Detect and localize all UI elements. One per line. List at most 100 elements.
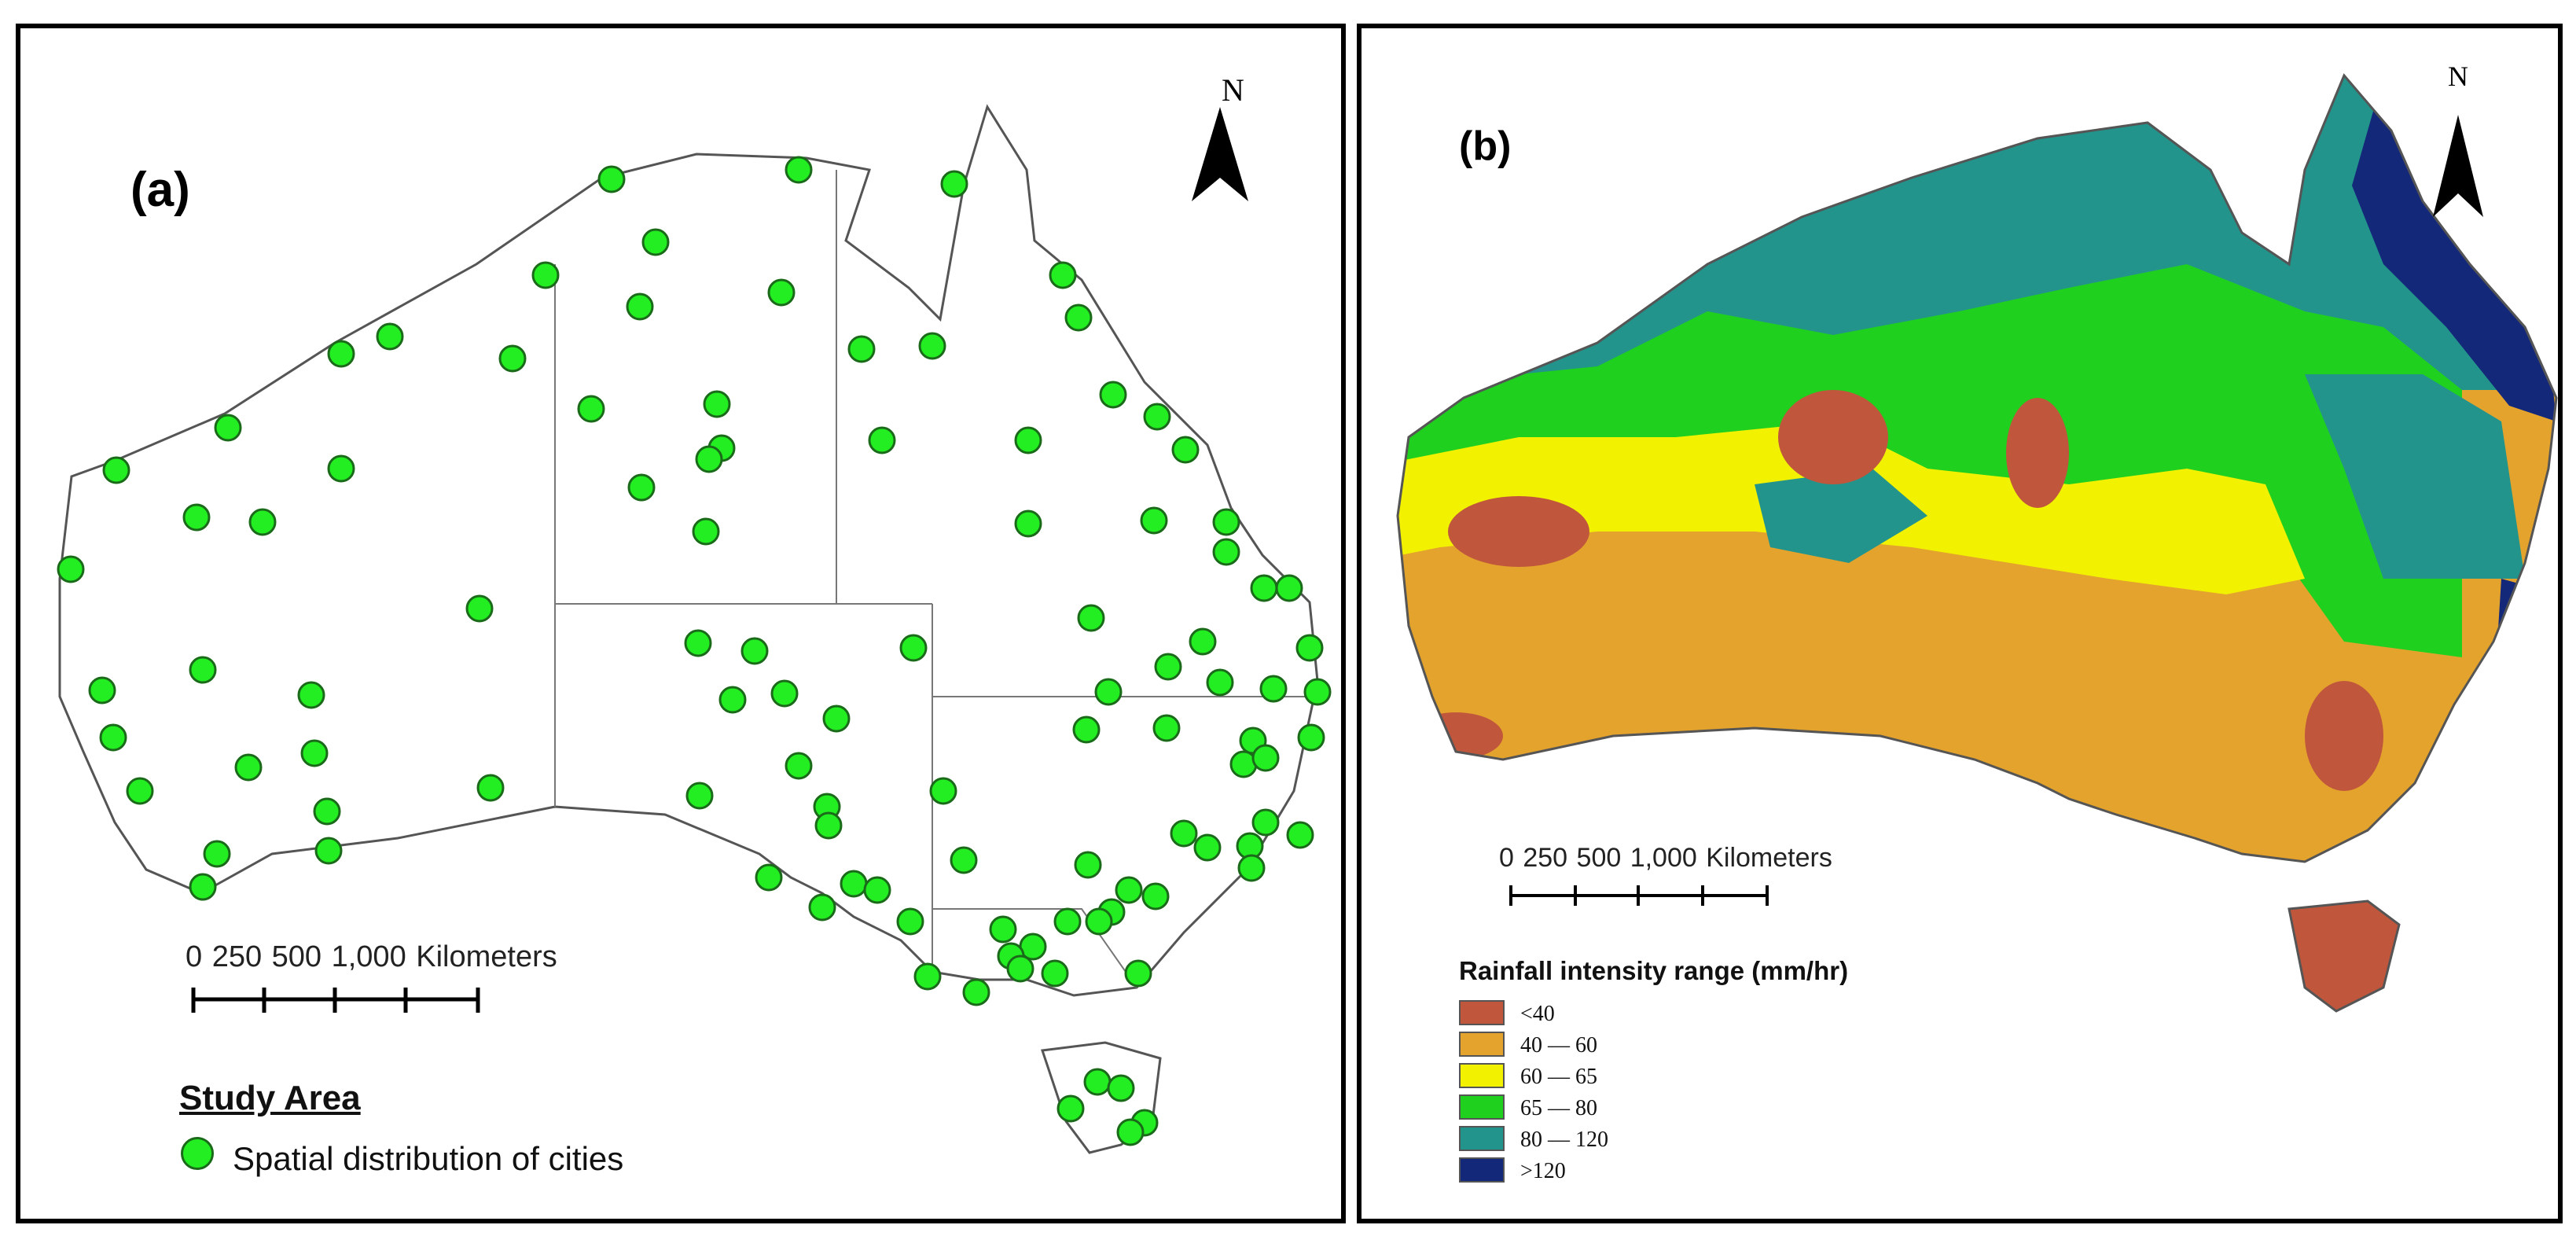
city-dot: [1006, 955, 1034, 983]
legend-swatch: [1459, 1094, 1505, 1120]
city-dot: [1049, 261, 1077, 289]
city-dot: [1072, 715, 1101, 744]
city-dot: [313, 797, 341, 826]
city-dot: [1074, 851, 1102, 879]
city-dot: [248, 508, 277, 536]
zone-80-120-central: [1755, 469, 1927, 563]
legend-label: 65 — 80: [1520, 1096, 1597, 1120]
zone-under-40-central: [1778, 390, 1888, 484]
city-dot: [950, 846, 978, 874]
city-dot: [1295, 634, 1324, 662]
city-dot: [1056, 1094, 1085, 1123]
city-dot: [989, 915, 1017, 944]
city-dot: [685, 782, 714, 810]
scale-bar-b-label: 0 250 500 1,000 Kilometers: [1499, 843, 1832, 873]
city-dot: [847, 335, 876, 363]
city-dot: [1275, 574, 1303, 602]
city-dot: [102, 456, 130, 484]
city-dot: [182, 503, 211, 532]
city-dot: [1152, 714, 1181, 742]
city-dot: [1259, 675, 1288, 703]
city-dot: [929, 777, 957, 805]
city-dot: [1094, 678, 1123, 706]
city-dot: [1014, 426, 1042, 454]
legend-label: 80 — 120: [1520, 1127, 1608, 1152]
legend-swatch: [1459, 1000, 1505, 1025]
city-dot: [627, 473, 656, 502]
city-dot: [597, 165, 626, 193]
city-dot: [189, 873, 217, 901]
city-dot: [718, 686, 747, 714]
city-dot: [1064, 303, 1093, 332]
city-dot: [868, 426, 896, 454]
city-dot: [234, 753, 263, 782]
city-dot: [1250, 574, 1278, 602]
city-dot: [57, 555, 85, 583]
city-dot: [1143, 403, 1171, 431]
city-dot: [1193, 833, 1222, 862]
zone-80-120-east: [2305, 374, 2525, 579]
city-dot: [962, 978, 990, 1006]
zone-under-40-north: [2006, 398, 2069, 508]
city-dot: [808, 893, 836, 921]
city-dot: [684, 629, 712, 657]
city-dot: [1251, 744, 1280, 772]
city-dot: [1171, 436, 1200, 464]
city-dot: [1212, 508, 1240, 536]
north-arrow-a: [1192, 107, 1248, 201]
legend-swatch: [1459, 1126, 1505, 1151]
city-dot: [755, 863, 783, 892]
city-dot: [88, 676, 116, 704]
city-dot: [327, 340, 355, 368]
legend-b-title: Rainfall intensity range (mm/hr): [1459, 956, 1849, 985]
city-dot: [740, 637, 769, 665]
legend-label: <40: [1520, 1002, 1555, 1026]
scale-bar-a-label: 0 250 500 1,000 Kilometers: [186, 940, 557, 973]
city-dot: [626, 292, 654, 321]
city-dot: [1099, 381, 1127, 409]
city-dot: [692, 517, 720, 546]
city-dot: [1085, 907, 1113, 936]
city-dot: [300, 739, 329, 767]
city-dot: [695, 445, 723, 473]
city-dot: [1083, 1068, 1112, 1096]
city-dot: [376, 322, 404, 351]
city-dot: [126, 777, 154, 805]
north-arrow-b: [2433, 115, 2483, 217]
australia-outline-b: [1396, 73, 2558, 863]
legend-swatch: [1459, 1063, 1505, 1088]
north-letter-a: N: [1222, 72, 1244, 108]
city-dot: [465, 594, 494, 623]
city-dot: [1014, 509, 1042, 538]
legend-a-title: Study Area: [179, 1079, 361, 1117]
city-dot: [327, 454, 355, 483]
panel-b-rainfall-map: (b) N 0 250 500 1,000 Kilometers Rainfal…: [1357, 24, 2563, 1223]
city-dot: [896, 907, 924, 936]
city-dot: [770, 679, 799, 708]
city-dot: [577, 395, 605, 423]
city-dot: [203, 840, 231, 868]
city-dot: [863, 876, 891, 904]
city-dot: [814, 811, 843, 840]
legend-label: 60 — 65: [1520, 1065, 1597, 1089]
north-letter-b: N: [2448, 61, 2468, 92]
city-dot: [918, 332, 946, 360]
city-dot: [1170, 819, 1198, 848]
legend-label: >120: [1520, 1159, 1566, 1183]
city-dot: [785, 156, 813, 184]
legend-label: 40 — 60: [1520, 1033, 1597, 1058]
city-dot: [822, 704, 851, 733]
city-dot: [1141, 882, 1170, 910]
zone-under-40-east: [2305, 681, 2383, 791]
city-dot: [1124, 959, 1152, 988]
city-dot: [1116, 1118, 1145, 1146]
city-dot: [1115, 876, 1143, 904]
australia-map-a: [57, 104, 1332, 1154]
city-dot: [1237, 854, 1266, 882]
city-dot: [498, 344, 527, 373]
city-dot: [1140, 506, 1168, 535]
rainfall-fill: [1398, 75, 2556, 862]
legend-swatch: [1459, 1032, 1505, 1057]
city-dot: [1206, 668, 1234, 697]
zone-over-120-northeast: [2352, 75, 2556, 421]
